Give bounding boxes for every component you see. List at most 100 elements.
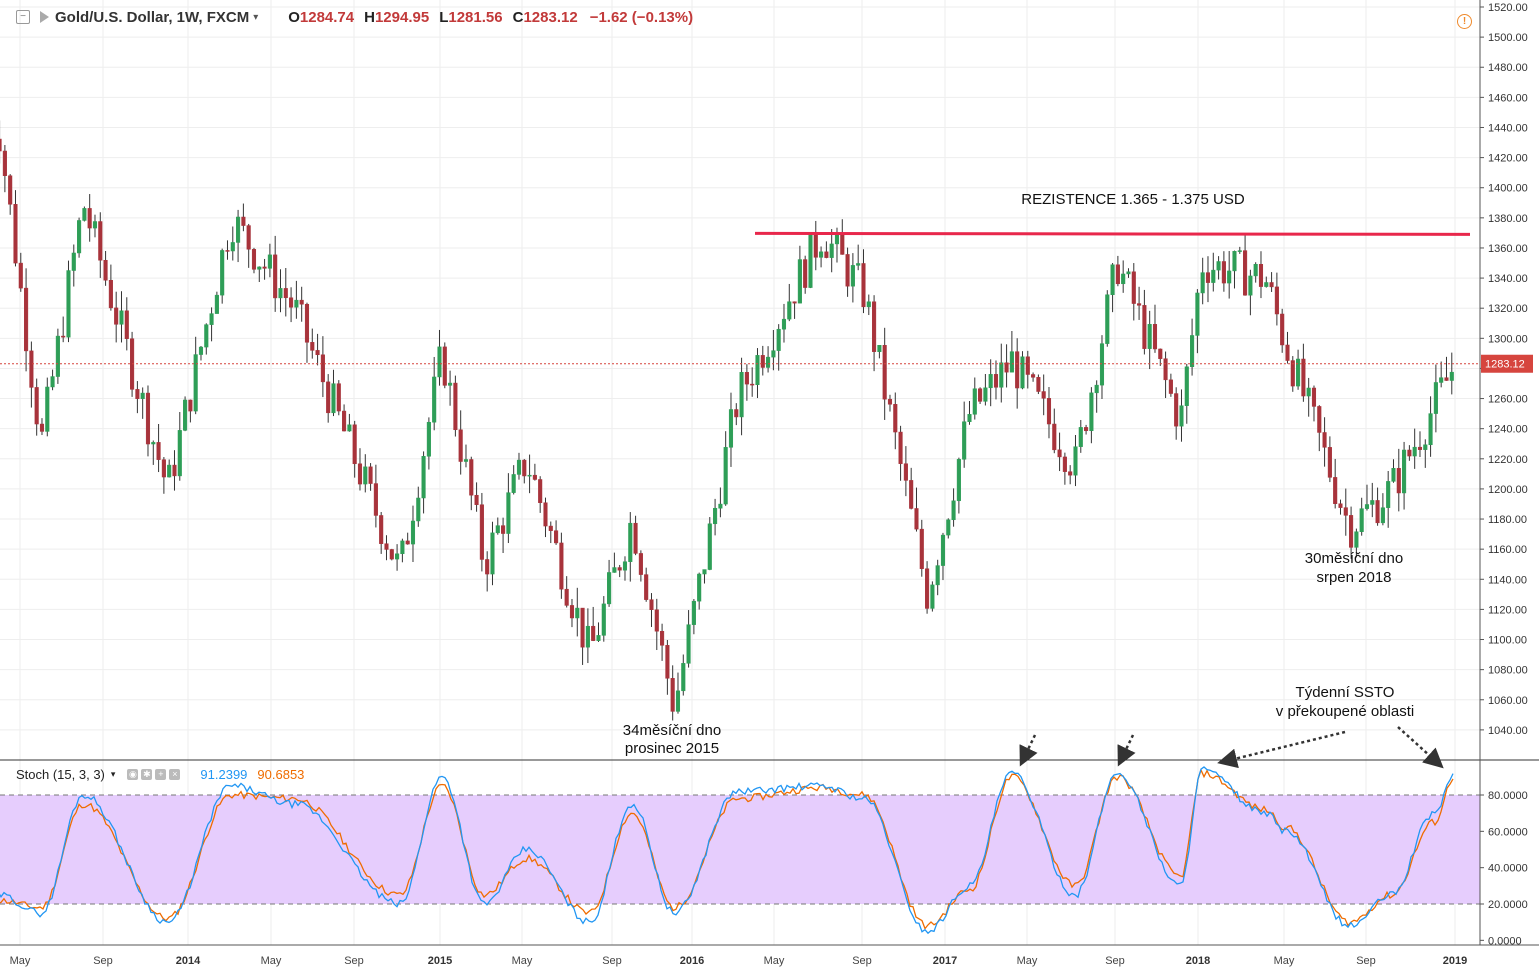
candle-body bbox=[310, 342, 315, 351]
candle-body bbox=[1131, 271, 1136, 304]
candle-body bbox=[925, 568, 930, 609]
y-tick-label: 1180.00 bbox=[1488, 514, 1527, 526]
candle-body bbox=[379, 515, 384, 544]
candle-body bbox=[776, 328, 781, 351]
close-icon[interactable]: × bbox=[169, 769, 181, 780]
candle-body bbox=[1015, 351, 1020, 389]
candle-body bbox=[50, 376, 55, 388]
candle-body bbox=[1402, 449, 1407, 494]
candle-body bbox=[241, 216, 246, 226]
candle-body bbox=[1322, 432, 1327, 448]
candle-body bbox=[506, 492, 511, 534]
chevron-down-icon[interactable]: ▾ bbox=[253, 11, 259, 23]
candle-body bbox=[1147, 324, 1152, 349]
y-tick-label: 1160.00 bbox=[1488, 544, 1527, 556]
candle-body bbox=[426, 421, 431, 457]
candle-body bbox=[193, 354, 198, 412]
candle-body bbox=[1052, 423, 1057, 451]
candle-body bbox=[336, 383, 341, 412]
settings-icon[interactable]: ✱ bbox=[141, 769, 153, 780]
candle-body bbox=[140, 392, 145, 399]
candle-body bbox=[384, 543, 389, 550]
candle-body bbox=[92, 221, 98, 229]
candle-body bbox=[845, 254, 850, 287]
x-tick-label: Sep bbox=[1356, 955, 1376, 967]
candle-body bbox=[479, 504, 484, 560]
candle-body bbox=[289, 297, 294, 308]
eye-icon[interactable]: ◉ bbox=[127, 769, 139, 780]
candle-body bbox=[124, 310, 129, 339]
candle-body bbox=[463, 459, 469, 462]
candle-body bbox=[437, 346, 442, 378]
candle-body bbox=[1110, 264, 1115, 295]
candle-body bbox=[34, 387, 39, 425]
candle-body bbox=[840, 233, 845, 255]
flag-icon[interactable] bbox=[40, 11, 49, 23]
candle-body bbox=[183, 399, 188, 431]
stoch-label[interactable]: Stoch (15, 3, 3) bbox=[16, 767, 105, 782]
collapse-icon[interactable]: − bbox=[16, 10, 30, 24]
y-tick-label: 1460.00 bbox=[1488, 92, 1528, 104]
candle-body bbox=[55, 335, 60, 377]
candle-body bbox=[607, 572, 612, 605]
candle-body bbox=[633, 522, 638, 554]
y-tick-label: 1300.00 bbox=[1488, 333, 1528, 345]
y-tick-label: 1320.00 bbox=[1488, 303, 1528, 315]
candle-body bbox=[1327, 447, 1332, 478]
candle-body bbox=[930, 584, 935, 609]
candle-body bbox=[1020, 356, 1025, 389]
candle-body bbox=[469, 459, 474, 496]
candle-body bbox=[18, 262, 23, 289]
candle-body bbox=[660, 630, 665, 646]
candle-body bbox=[532, 474, 537, 480]
y-tick-label: 1220.00 bbox=[1488, 454, 1528, 466]
candle-body bbox=[1243, 250, 1248, 296]
candle-body bbox=[273, 254, 278, 299]
candle-body bbox=[236, 216, 241, 243]
add-icon[interactable]: + bbox=[155, 769, 167, 780]
candle-body bbox=[649, 599, 654, 610]
ssto-annotation: v překoupené oblasti bbox=[1276, 703, 1414, 720]
candle-body bbox=[421, 456, 426, 499]
candle-body bbox=[1179, 405, 1184, 427]
candle-body bbox=[1004, 362, 1009, 373]
candle-body bbox=[257, 266, 262, 270]
candle-body bbox=[638, 553, 643, 575]
candle-body bbox=[1232, 251, 1237, 272]
candle-body bbox=[1375, 500, 1380, 524]
candle-body bbox=[808, 232, 813, 288]
candle-body bbox=[1264, 282, 1269, 287]
candle-body bbox=[1073, 446, 1078, 476]
candle-body bbox=[1031, 374, 1036, 378]
candle-body bbox=[13, 204, 18, 264]
symbol-title[interactable]: Gold/U.S. Dollar, 1W, FXCM bbox=[55, 8, 250, 26]
candle-body bbox=[135, 389, 140, 399]
candle-body bbox=[1290, 360, 1295, 387]
candle-body bbox=[1349, 515, 1354, 548]
x-tick-label: 2014 bbox=[176, 955, 201, 967]
candle-body bbox=[1158, 348, 1163, 359]
candle-body bbox=[352, 424, 357, 465]
candle-body bbox=[909, 480, 914, 509]
candle-body bbox=[750, 383, 755, 386]
stoch-k-line bbox=[0, 766, 1454, 935]
candle-body bbox=[1094, 384, 1099, 394]
candle-body bbox=[887, 398, 893, 405]
candle-body bbox=[665, 645, 670, 679]
alert-icon[interactable]: ! bbox=[1457, 14, 1472, 29]
stoch-tick-label: 40.0000 bbox=[1488, 863, 1528, 875]
candle-body bbox=[1428, 413, 1433, 446]
candle-body bbox=[331, 383, 336, 414]
chevron-down-icon[interactable]: ▾ bbox=[110, 769, 116, 779]
candle-body bbox=[1168, 379, 1173, 394]
candle-body bbox=[188, 399, 193, 412]
candle-body bbox=[654, 609, 659, 632]
candle-body bbox=[856, 263, 861, 266]
candle-body bbox=[872, 301, 877, 352]
candle-body bbox=[1041, 391, 1046, 399]
candle-body bbox=[914, 508, 919, 530]
y-tick-label: 1480.00 bbox=[1488, 62, 1528, 74]
open-value: 1284.74 bbox=[299, 8, 355, 26]
